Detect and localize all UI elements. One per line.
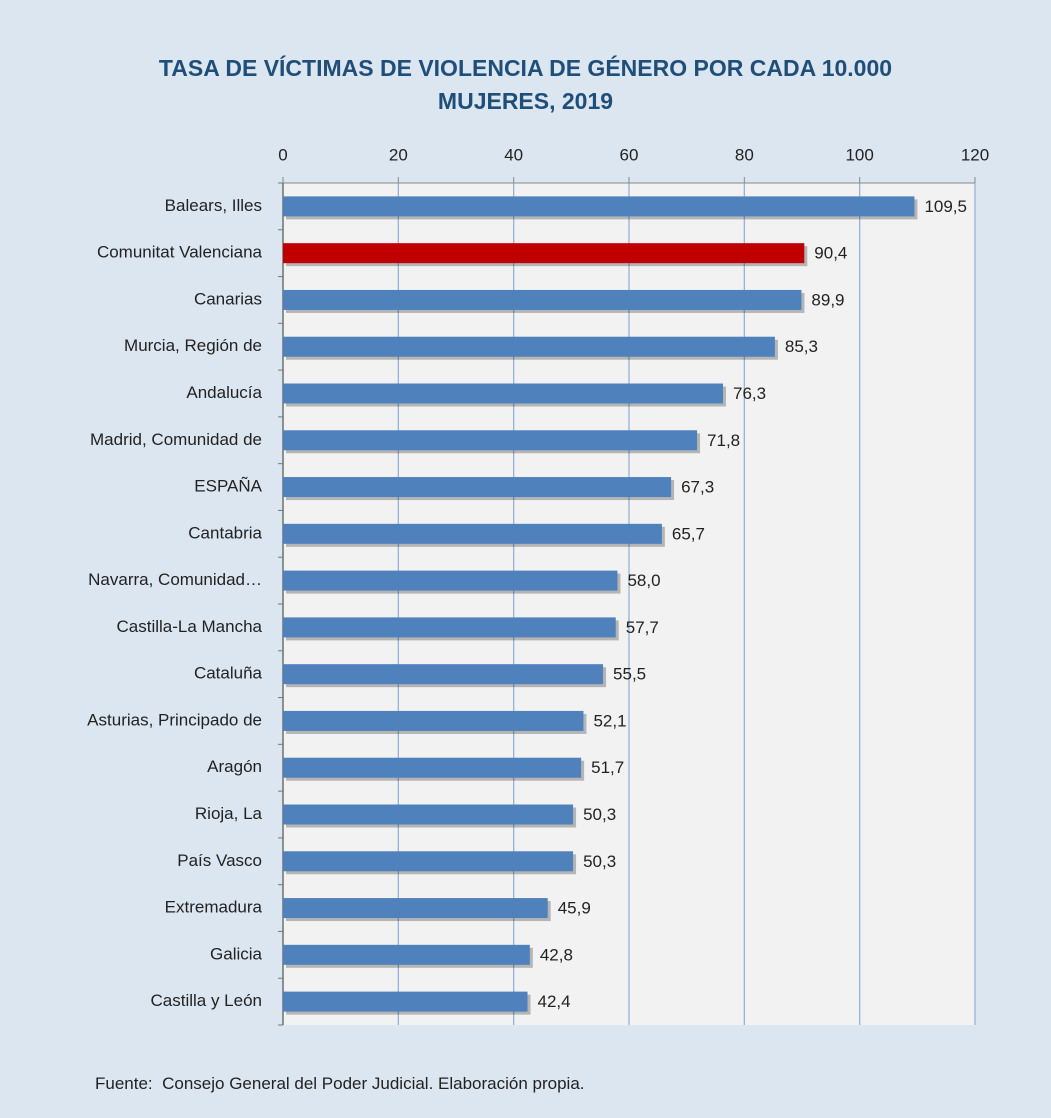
bar xyxy=(283,383,723,404)
chart-title: TASA DE VÍCTIMAS DE VIOLENCIA DE GÉNERO … xyxy=(158,55,893,114)
y-tick-label: Balears, Illes xyxy=(165,196,262,215)
data-label: 45,9 xyxy=(558,899,591,918)
data-label: 71,8 xyxy=(707,431,740,450)
data-label: 90,4 xyxy=(814,244,847,263)
bar xyxy=(283,289,802,310)
bar xyxy=(283,570,618,591)
y-tick-label: Cataluña xyxy=(194,664,263,683)
bar xyxy=(283,898,548,919)
y-tick-label: Comunitat Valenciana xyxy=(97,243,263,262)
data-label: 42,8 xyxy=(540,945,573,964)
data-label: 57,7 xyxy=(626,618,659,637)
bar xyxy=(283,944,530,965)
bar xyxy=(283,757,582,778)
data-label: 51,7 xyxy=(591,758,624,777)
x-tick-label: 120 xyxy=(961,145,989,164)
y-tick-label: Castilla-La Mancha xyxy=(116,617,262,636)
bar xyxy=(283,430,698,451)
y-tick-label: Aragón xyxy=(207,757,262,776)
bar xyxy=(283,664,604,685)
y-tick-label: Asturias, Principado de xyxy=(87,710,262,729)
bar xyxy=(283,243,805,264)
data-label: 50,3 xyxy=(583,805,616,824)
y-tick-label: Madrid, Comunidad de xyxy=(90,430,262,449)
data-label: 85,3 xyxy=(785,337,818,356)
y-tick-label: Andalucía xyxy=(186,383,262,402)
y-tick-label: Galicia xyxy=(210,944,263,963)
x-tick-label: 0 xyxy=(278,145,287,164)
data-label: 50,3 xyxy=(583,852,616,871)
source-note: Fuente: Consejo General del Poder Judici… xyxy=(95,1074,585,1093)
x-tick-label: 20 xyxy=(389,145,408,164)
bar xyxy=(283,804,574,825)
bar xyxy=(283,851,574,872)
data-label: 67,3 xyxy=(681,478,714,497)
data-label: 58,0 xyxy=(627,571,660,590)
data-label: 76,3 xyxy=(733,384,766,403)
y-tick-label: Rioja, La xyxy=(195,804,263,823)
x-tick-label: 60 xyxy=(620,145,639,164)
x-tick-label: 80 xyxy=(735,145,754,164)
x-tick-label: 40 xyxy=(504,145,523,164)
bar xyxy=(283,991,528,1012)
y-tick-label: País Vasco xyxy=(177,851,262,870)
data-label: 109,5 xyxy=(924,197,967,216)
y-tick-label: ESPAÑA xyxy=(194,477,262,496)
bar xyxy=(283,336,775,357)
data-label: 65,7 xyxy=(672,524,705,543)
y-tick-label: Murcia, Región de xyxy=(124,336,262,355)
y-tick-label: Castilla y León xyxy=(150,991,262,1010)
bar xyxy=(283,523,662,544)
y-tick-label: Canarias xyxy=(194,289,262,308)
x-tick-label: 100 xyxy=(845,145,873,164)
data-label: 55,5 xyxy=(613,665,646,684)
bar xyxy=(283,710,584,731)
bar xyxy=(283,617,616,638)
bar xyxy=(283,196,915,217)
data-label: 52,1 xyxy=(593,711,626,730)
y-tick-label: Extremadura xyxy=(165,898,263,917)
data-label: 89,9 xyxy=(811,290,844,309)
bar xyxy=(283,477,672,498)
y-tick-label: Navarra, Comunidad… xyxy=(88,570,262,589)
y-tick-label: Cantabria xyxy=(188,523,262,542)
data-label: 42,4 xyxy=(538,992,571,1011)
